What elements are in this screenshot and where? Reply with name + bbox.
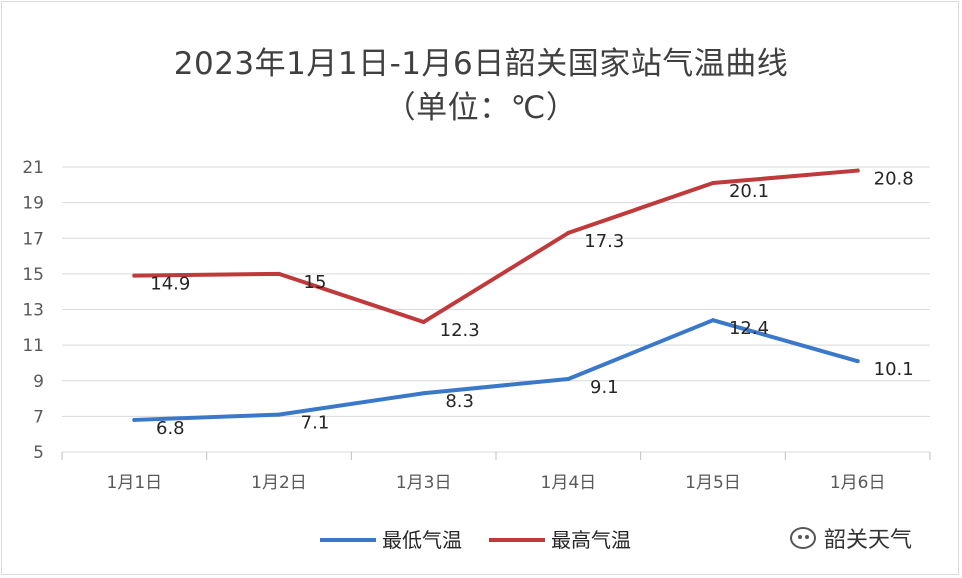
- data-label: 12.3: [440, 320, 480, 341]
- y-tick-label: 11: [22, 336, 44, 356]
- data-label: 8.3: [445, 391, 474, 412]
- y-tick-label: 19: [22, 194, 44, 214]
- y-tick-label: 21: [22, 158, 44, 178]
- data-point: [277, 412, 281, 417]
- data-label: 10.1: [874, 359, 914, 380]
- data-label: 14.9: [150, 274, 190, 295]
- chart-subtitle: （单位：℃）: [384, 90, 578, 126]
- data-point: [855, 168, 860, 173]
- data-label: 20.8: [874, 169, 914, 190]
- data-label: 15: [304, 272, 327, 293]
- x-tick-label: 1月6日: [830, 473, 886, 493]
- data-point: [132, 417, 137, 422]
- data-point: [132, 273, 137, 278]
- data-point: [855, 359, 860, 364]
- y-tick-label: 17: [22, 229, 44, 249]
- data-point: [711, 318, 715, 323]
- data-label: 7.1: [301, 413, 330, 434]
- chart-title: 2023年1月1日-1月6日韶关国家站气温曲线: [173, 46, 789, 82]
- x-tick-label: 1月4日: [541, 473, 597, 493]
- x-tick-label: 1月3日: [396, 473, 452, 493]
- legend-label-2: 最高气温: [551, 528, 631, 552]
- data-point: [421, 319, 426, 324]
- x-tick-label: 1月2日: [251, 473, 307, 493]
- data-label: 17.3: [584, 231, 624, 252]
- data-label: 9.1: [590, 377, 619, 398]
- data-point: [566, 376, 571, 381]
- y-tick-label: 9: [33, 372, 44, 392]
- watermark-text: 韶关天气: [824, 528, 913, 553]
- data-label: 12.4: [729, 318, 769, 339]
- watermark: 韶关天气: [790, 522, 912, 554]
- data-point: [277, 271, 281, 276]
- data-label: 6.8: [156, 418, 185, 439]
- wechat-icon: [790, 527, 816, 549]
- x-tick-label: 1月1日: [107, 473, 163, 493]
- y-tick-label: 13: [22, 301, 44, 321]
- y-tick-label: 15: [22, 265, 44, 285]
- series-line-1: [132, 318, 860, 422]
- data-point: [711, 181, 715, 186]
- x-tick-label: 1月5日: [685, 473, 741, 493]
- y-tick-label: 5: [33, 443, 44, 463]
- data-point: [421, 391, 426, 396]
- series-line-2: [132, 168, 860, 324]
- y-tick-label: 7: [33, 407, 44, 427]
- legend-label-1: 最低气温: [382, 528, 462, 552]
- data-point: [566, 230, 571, 235]
- data-label: 20.1: [729, 181, 769, 202]
